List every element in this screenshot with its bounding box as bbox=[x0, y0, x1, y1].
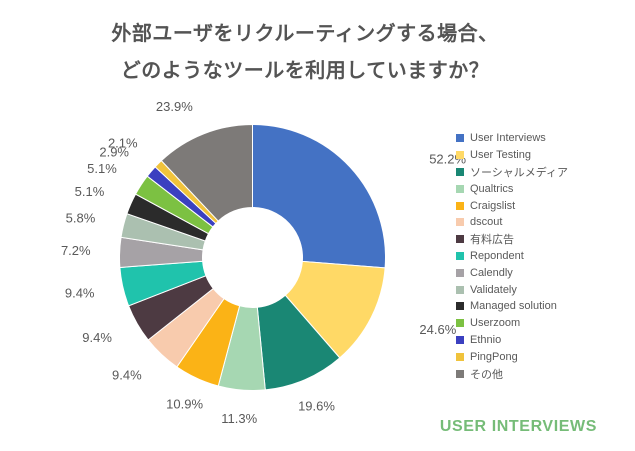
legend-label: ソーシャルメディア bbox=[470, 166, 569, 179]
chart-title: 外部ユーザをリクルーティングする場合、 どのようなツールを利用していますか？ bbox=[0, 16, 610, 90]
percent-label-user-testing: 24.6% bbox=[419, 322, 456, 337]
percent-label-有料広告: 9.4% bbox=[82, 330, 112, 345]
legend-item-dscout: dscout bbox=[456, 214, 626, 231]
percent-label-managed-solution: 5.1% bbox=[75, 184, 105, 199]
legend-swatch-icon bbox=[456, 167, 464, 176]
legend-item-ethnio: Ethnio bbox=[456, 332, 626, 349]
legend-label: その他 bbox=[470, 368, 503, 381]
percent-label-pingpong: 2.1% bbox=[108, 135, 138, 150]
chart-title-line-1: 外部ユーザをリクルーティングする場合、 bbox=[111, 23, 499, 45]
legend-swatch-icon bbox=[456, 285, 464, 294]
legend-swatch-icon bbox=[456, 335, 464, 344]
legend-label: Ethnio bbox=[470, 333, 502, 346]
percent-label-validately: 5.8% bbox=[66, 210, 96, 225]
chart-segment-user-interviews bbox=[252, 123, 386, 269]
legend-swatch-icon bbox=[456, 218, 464, 227]
legend-item-ソーシャルメディア: ソーシャルメディア bbox=[456, 164, 626, 181]
legend-item-有料広告: 有料広告 bbox=[456, 231, 626, 248]
legend-swatch-icon bbox=[456, 151, 464, 160]
chart-segment-その他 bbox=[160, 123, 253, 222]
legend-item-managed-solution: Managed solution bbox=[456, 298, 626, 315]
legend-label: Managed solution bbox=[470, 300, 557, 313]
legend-item-repondent: Repondent bbox=[456, 248, 626, 265]
percent-label-ethnio: 2.9% bbox=[99, 145, 129, 160]
legend-label: Qualtrics bbox=[470, 182, 514, 195]
legend-swatch-icon bbox=[456, 319, 464, 328]
legend-swatch-icon bbox=[456, 134, 464, 143]
percent-label-dscout: 9.4% bbox=[112, 368, 142, 383]
legend-label: Craigslist bbox=[470, 199, 516, 212]
legend-swatch-icon bbox=[456, 302, 464, 311]
percent-label-repondent: 9.4% bbox=[65, 285, 95, 300]
legend-label: Repondent bbox=[470, 249, 524, 262]
legend-swatch-icon bbox=[456, 201, 464, 210]
percent-label-その他: 23.9% bbox=[156, 99, 193, 114]
legend-label: User Testing bbox=[470, 149, 531, 162]
legend-label: 有料広告 bbox=[470, 234, 514, 247]
legend-label: Userzoom bbox=[470, 317, 521, 330]
percent-label-calendly: 7.2% bbox=[61, 243, 91, 258]
legend-item-calendly: Calendly bbox=[456, 264, 626, 281]
legend-swatch-icon bbox=[456, 251, 464, 260]
percent-label-craigslist: 10.9% bbox=[166, 397, 203, 412]
legend-swatch-icon bbox=[456, 184, 464, 193]
legend-item-user-interviews: User Interviews bbox=[456, 130, 626, 147]
legend-item-その他: その他 bbox=[456, 365, 626, 382]
legend-swatch-icon bbox=[456, 235, 464, 244]
percent-label-qualtrics: 11.3% bbox=[221, 411, 257, 426]
legend-item-userzoom: Userzoom bbox=[456, 315, 626, 332]
legend-swatch-icon bbox=[456, 268, 464, 277]
legend-label: PingPong bbox=[470, 350, 518, 363]
legend-item-craigslist: Craigslist bbox=[456, 197, 626, 214]
legend-item-validately: Validately bbox=[456, 281, 626, 298]
legend-swatch-icon bbox=[456, 352, 464, 361]
legend-swatch-icon bbox=[456, 369, 464, 378]
percent-label-userzoom: 5.1% bbox=[87, 161, 117, 176]
legend: User Interviews User Testing ソーシャルメディア Qual… bbox=[456, 130, 626, 382]
brand-logo: USER INTERVIEWS bbox=[439, 418, 597, 435]
legend-item-qualtrics: Qualtrics bbox=[456, 180, 626, 197]
legend-item-pingpong: PingPong bbox=[456, 348, 626, 365]
legend-label: dscout bbox=[470, 216, 503, 229]
legend-label: User Interviews bbox=[470, 132, 546, 145]
legend-item-user-testing: User Testing bbox=[456, 147, 626, 164]
legend-label: Calendly bbox=[470, 266, 513, 279]
legend-label: Validately bbox=[470, 283, 517, 296]
chart-title-line-2: どのようなツールを利用していますか？ bbox=[120, 60, 490, 82]
percent-label-ソーシャルメディア: 19.6% bbox=[298, 398, 335, 413]
